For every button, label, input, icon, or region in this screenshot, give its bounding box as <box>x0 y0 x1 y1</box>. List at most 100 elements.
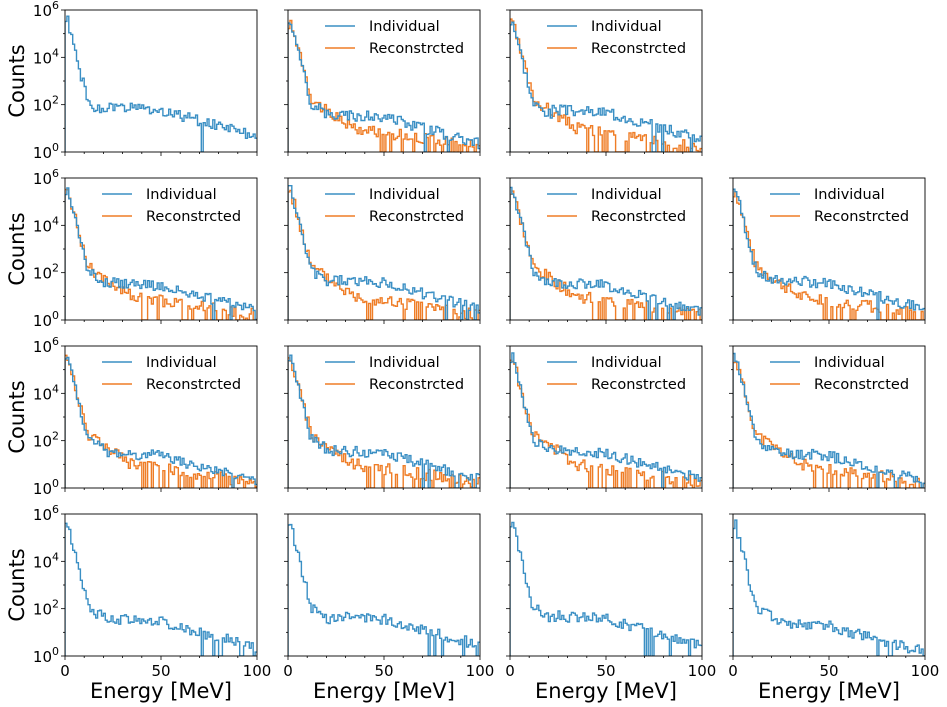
x-tick-label: 100 <box>243 662 272 680</box>
legend: Individual Reconstrcted <box>102 355 241 393</box>
legend-label-individual: Individual <box>369 187 440 203</box>
legend: Individual Reconstrcted <box>770 355 909 393</box>
panel-r3-c4: Individual Reconstrcted <box>729 345 926 492</box>
reconstructed-histogram <box>510 18 702 152</box>
axes-frame <box>732 513 926 657</box>
x-tick-label: 0 <box>728 662 738 680</box>
panel-r3-c3: Individual Reconstrcted <box>506 345 703 492</box>
individual-histogram <box>733 188 925 320</box>
panels-group: 100102104106IndividualReconstrctedIndivi… <box>33 0 939 680</box>
panel-r4-c3: 0 50 100 <box>505 513 717 680</box>
legend-label-individual: Individual <box>146 187 217 203</box>
legend: Individual Reconstrcted <box>547 19 686 57</box>
panel-r1-c2: Individual Reconstrcted <box>284 9 481 156</box>
y-tick-label: 102 <box>33 94 59 115</box>
individual-histogram <box>510 521 702 656</box>
y-axis-label: Counts <box>5 548 29 621</box>
y-tick-label: 104 <box>33 382 59 403</box>
legend-label-reconstructed: Reconstrcted <box>369 209 464 225</box>
reconstructed-histogram <box>65 354 257 488</box>
y-tick-label: 102 <box>33 262 59 283</box>
y-tick-label: 104 <box>33 550 59 571</box>
y-tick-label: 106 <box>33 335 59 356</box>
x-axis-label: Energy [MeV] <box>313 679 455 703</box>
y-tick-label: 100 <box>33 141 59 162</box>
panel-r4-c1: 100 102 104 106 0 50 100 <box>33 503 271 680</box>
x-tick-label: 100 <box>688 662 717 680</box>
legend-label-individual: Individual <box>146 355 217 371</box>
x-tick-label: 50 <box>596 662 615 680</box>
individual-histogram <box>288 354 480 488</box>
axes-frame <box>287 513 481 657</box>
x-tick-label: 0 <box>60 662 70 680</box>
legend: Individual Reconstrcted <box>547 355 686 393</box>
legend-label-reconstructed: Reconstrcted <box>814 377 909 393</box>
panel-r1-c3: Individual Reconstrcted <box>506 9 703 156</box>
legend: Individual Reconstrcted <box>547 187 686 225</box>
individual-histogram <box>288 22 480 152</box>
x-tick-label: 50 <box>374 662 393 680</box>
x-tick-label: 100 <box>466 662 495 680</box>
x-axis-label: Energy [MeV] <box>535 679 677 703</box>
legend-label-reconstructed: Reconstrcted <box>146 209 241 225</box>
legend-label-individual: Individual <box>814 187 885 203</box>
individual-histogram <box>288 185 480 320</box>
legend: Individual Reconstrcted <box>102 187 241 225</box>
individual-histogram <box>733 519 925 656</box>
y-labels-group: Counts Counts Counts Counts <box>5 44 29 621</box>
y-axis-label: Counts <box>5 212 29 285</box>
panel-r3-c1: 100 102 104 106 Individual Reconstrcted <box>33 335 258 498</box>
y-tick-label: 100 <box>33 309 59 330</box>
panel-r2-c1: 100 102 104 106 Individual Reconstrcted <box>33 167 258 330</box>
legend-label-individual: Individual <box>591 19 662 35</box>
individual-histogram <box>510 21 702 152</box>
legend: Individual Reconstrcted <box>325 355 464 393</box>
y-tick-label: 100 <box>33 477 59 498</box>
axes-frame <box>509 513 703 657</box>
y-axis-label: Counts <box>5 44 29 117</box>
panel-r4-c2: 0 50 100 <box>283 513 495 680</box>
legend-label-individual: Individual <box>369 355 440 371</box>
legend-label-reconstructed: Reconstrcted <box>369 377 464 393</box>
y-tick-label: 106 <box>33 167 59 188</box>
legend-label-individual: Individual <box>369 19 440 35</box>
panel-r2-c2: Individual Reconstrcted <box>284 177 481 324</box>
x-tick-label: 0 <box>505 662 515 680</box>
x-tick-label: 50 <box>151 662 170 680</box>
legend-label-individual: Individual <box>591 355 662 371</box>
y-tick-label: 102 <box>33 598 59 619</box>
legend-label-reconstructed: Reconstrcted <box>591 41 686 57</box>
x-axis-label: Energy [MeV] <box>758 679 900 703</box>
y-tick-label: 104 <box>33 214 59 235</box>
individual-histogram <box>65 15 257 152</box>
legend-label-individual: Individual <box>814 355 885 371</box>
individual-histogram <box>510 352 702 488</box>
y-tick-label: 106 <box>33 0 59 20</box>
panel-r2-c4: Individual Reconstrcted <box>729 177 926 324</box>
individual-histogram <box>733 352 925 488</box>
legend-label-reconstructed: Reconstrcted <box>591 377 686 393</box>
x-axis-label: Energy [MeV] <box>90 679 232 703</box>
legend: Individual Reconstrcted <box>325 187 464 225</box>
legend-label-individual: Individual <box>591 187 662 203</box>
x-tick-label: 0 <box>283 662 293 680</box>
y-tick-label: 104 <box>33 46 59 67</box>
individual-histogram <box>288 523 480 656</box>
panel-r3-c2: Individual Reconstrcted <box>284 345 481 492</box>
panel-r2-c3: Individual Reconstrcted <box>506 177 703 324</box>
x-labels-group: Energy [MeV] Energy [MeV] Energy [MeV] Ener… <box>90 679 900 703</box>
legend-label-reconstructed: Reconstrcted <box>591 209 686 225</box>
legend: Individual Reconstrcted <box>770 187 909 225</box>
y-axis-label: Counts <box>5 380 29 453</box>
y-tick-label: 106 <box>33 503 59 524</box>
individual-histogram <box>510 186 702 320</box>
panel-r4-c4: 0 50 100 <box>728 513 940 680</box>
legend: Individual Reconstrcted <box>325 19 464 57</box>
y-tick-label: 100 <box>33 645 59 666</box>
legend-label-reconstructed: Reconstrcted <box>814 209 909 225</box>
x-tick-label: 100 <box>911 662 940 680</box>
individual-histogram <box>65 522 257 656</box>
legend-label-reconstructed: Reconstrcted <box>369 41 464 57</box>
reconstructed-histogram <box>510 359 702 488</box>
